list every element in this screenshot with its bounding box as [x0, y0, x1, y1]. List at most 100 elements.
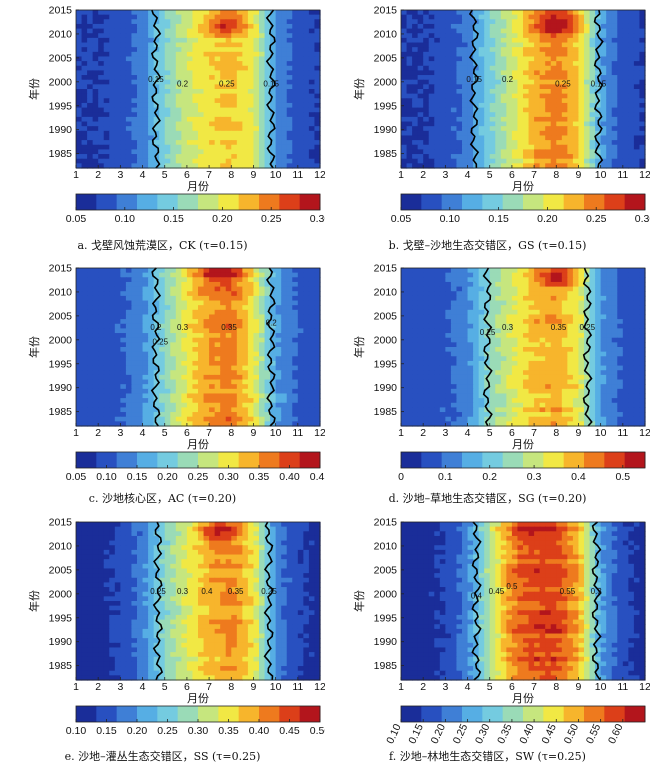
heatmap-cell [286, 47, 293, 53]
heatmap-cell [98, 140, 105, 146]
heatmap-cell [617, 291, 624, 297]
heatmap-cell [561, 121, 568, 127]
heatmap-cell [297, 374, 304, 381]
heatmap-cell [467, 158, 474, 164]
heatmap-cell [192, 121, 199, 127]
heatmap-cell [528, 102, 535, 109]
heatmap-cell [439, 61, 446, 67]
heatmap-cell [506, 84, 513, 90]
heatmap-cell [259, 107, 266, 113]
heatmap-cell [428, 281, 435, 288]
heatmap-cell [92, 33, 99, 39]
heatmap-cell [236, 337, 243, 343]
heatmap-cell [622, 130, 629, 137]
heatmap-cell [286, 126, 293, 132]
heatmap-cell [137, 384, 144, 390]
heatmap-cell [159, 412, 166, 418]
heatmap-cell [159, 365, 166, 371]
heatmap-cell [297, 51, 304, 58]
heatmap-cell [164, 412, 171, 418]
heatmap-cell [181, 337, 188, 343]
heatmap-cell [439, 281, 446, 288]
heatmap-cell [484, 33, 491, 39]
heatmap-cell [550, 126, 557, 132]
heatmap-cell [236, 112, 243, 118]
heatmap-cell [164, 70, 171, 76]
heatmap-cell [550, 14, 557, 20]
heatmap-cell [192, 98, 199, 104]
heatmap-cell [270, 337, 277, 343]
heatmap-cell [114, 356, 121, 362]
heatmap-cell [236, 347, 243, 353]
heatmap-cell [286, 379, 293, 385]
heatmap-cell [506, 112, 513, 118]
heatmap-cell [308, 107, 316, 113]
heatmap-cell [589, 291, 596, 297]
heatmap-cell [495, 286, 502, 292]
heatmap-cell [303, 28, 310, 34]
heatmap-cell [314, 268, 321, 274]
heatmap-cell [401, 28, 408, 34]
heatmap-cell [137, 328, 144, 334]
heatmap-cell [545, 272, 552, 278]
heatmap-cell [506, 65, 513, 72]
heatmap-cell [159, 102, 166, 109]
heatmap-cell [286, 309, 293, 316]
heatmap-cell [220, 33, 227, 39]
heatmap-cell [292, 154, 299, 160]
heatmap-cell [81, 33, 88, 39]
heatmap-cell [489, 70, 496, 76]
heatmap-cell [500, 112, 507, 118]
heatmap-cell [439, 116, 446, 123]
heatmap-cell [428, 163, 435, 169]
heatmap-cell [286, 19, 293, 25]
heatmap-cell [125, 333, 133, 339]
heatmap-cell [412, 70, 419, 76]
heatmap-cell [561, 23, 568, 30]
heatmap-cell [401, 121, 408, 127]
heatmap-cell [92, 10, 99, 16]
heatmap-cell [489, 28, 496, 34]
heatmap-cell [209, 416, 216, 422]
heatmap-cell [159, 23, 166, 30]
heatmap-cell [253, 314, 260, 320]
heatmap-cell [220, 360, 227, 367]
heatmap-cell [81, 305, 88, 311]
heatmap-cell [297, 342, 304, 348]
heatmap-cell [109, 116, 116, 123]
heatmap-cell [539, 28, 546, 34]
heatmap-cell [281, 286, 288, 292]
heatmap-cell [103, 351, 110, 357]
heatmap-cell [242, 323, 249, 330]
heatmap-cell [500, 70, 507, 76]
heatmap-cell [633, 84, 641, 90]
heatmap-cell [297, 47, 304, 53]
heatmap-cell [270, 144, 277, 151]
heatmap-cell [412, 10, 419, 16]
heatmap-cell [617, 107, 624, 113]
heatmap-cell [109, 286, 116, 292]
heatmap-cell [192, 10, 199, 16]
heatmap-cell [214, 351, 221, 357]
heatmap-cell [137, 28, 144, 34]
heatmap-cell [214, 33, 221, 39]
heatmap-cell [142, 342, 149, 348]
heatmap-cell [417, 28, 424, 34]
heatmap-cell [523, 272, 530, 278]
heatmap-cell [556, 10, 563, 16]
heatmap-cell [539, 163, 546, 169]
heatmap-cell [270, 291, 277, 297]
heatmap-cell [528, 28, 535, 34]
heatmap-cell [231, 14, 238, 20]
heatmap-cell [109, 416, 116, 422]
x-tick-label: 6 [509, 169, 515, 181]
heatmap-cell [523, 47, 530, 53]
heatmap-cell [131, 309, 138, 316]
heatmap-cell [450, 272, 458, 278]
contour-label: 0.2 [502, 75, 514, 84]
heatmap-cell [286, 328, 293, 334]
heatmap-cell [308, 65, 316, 72]
heatmap-cell [231, 281, 238, 288]
heatmap-cell [401, 33, 408, 39]
heatmap-cell [439, 102, 446, 109]
